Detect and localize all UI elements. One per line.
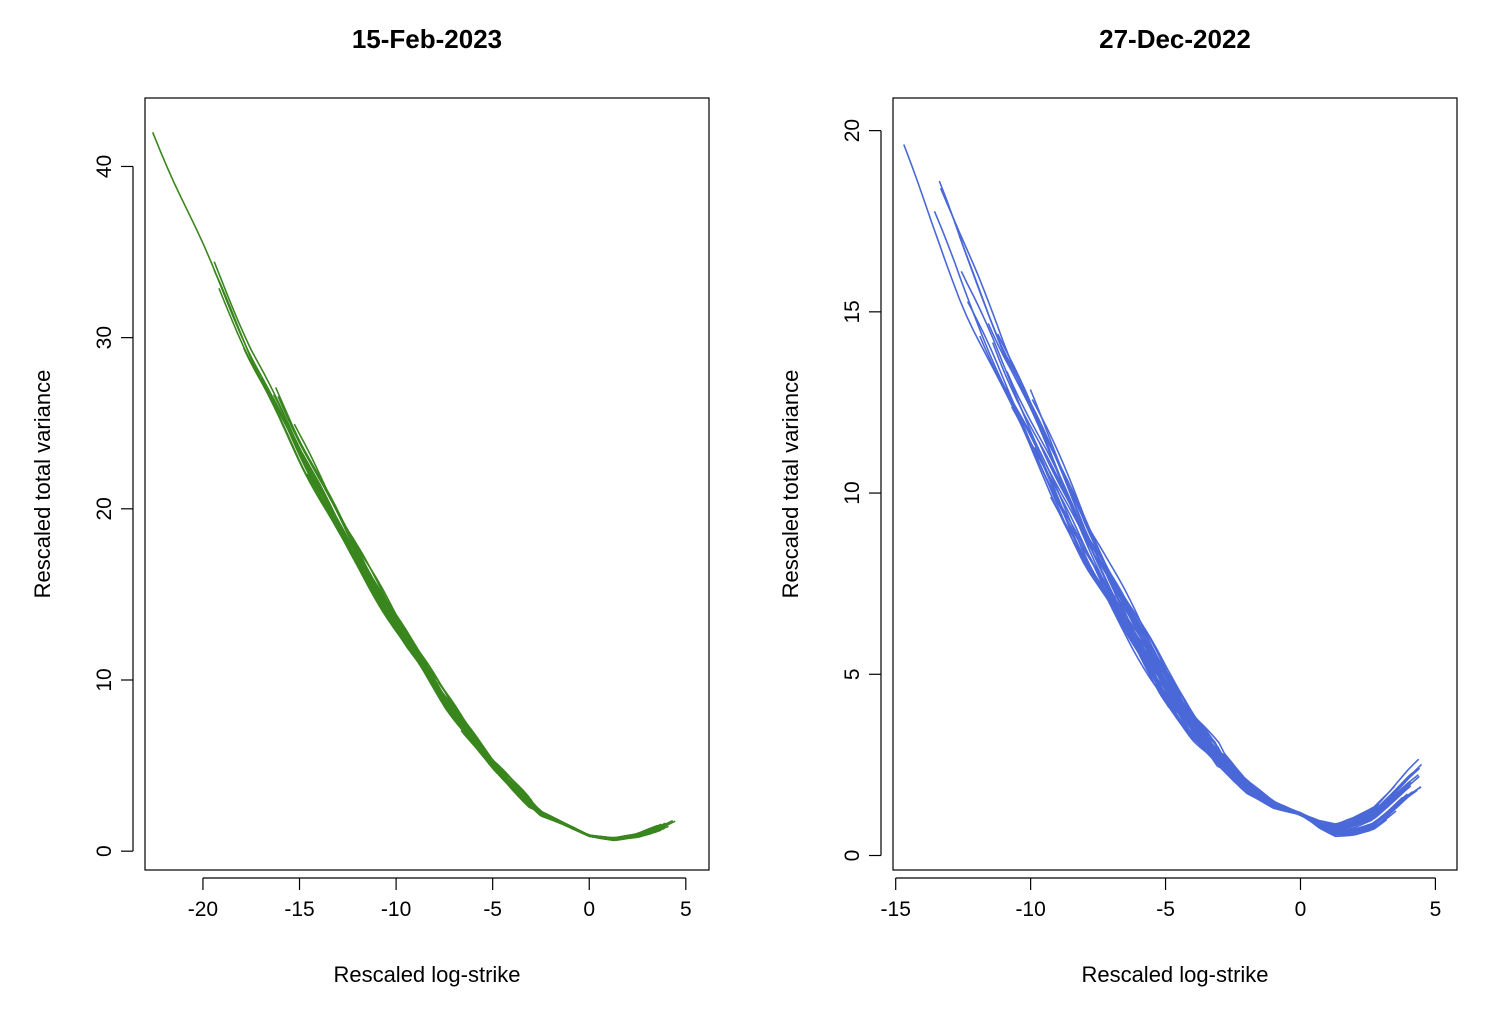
plot-frame bbox=[892, 97, 1458, 871]
series-line bbox=[403, 640, 653, 841]
series-line bbox=[491, 761, 662, 840]
series-line bbox=[218, 288, 649, 841]
series-line bbox=[353, 551, 676, 840]
x-axis-label: Rescaled log-strike bbox=[333, 962, 520, 987]
y-axis-label: Rescaled total variance bbox=[778, 370, 803, 599]
series-line bbox=[1107, 598, 1390, 835]
x-tick-label: -10 bbox=[381, 898, 411, 921]
series-line bbox=[473, 744, 643, 842]
y-tick-label: 10 bbox=[841, 481, 864, 504]
series-line bbox=[277, 395, 648, 839]
x-tick-label: 0 bbox=[583, 898, 595, 921]
x-tick-label: -20 bbox=[188, 898, 218, 921]
y-tick-label: 0 bbox=[841, 850, 864, 862]
series-line bbox=[460, 729, 653, 842]
series-lines bbox=[151, 131, 676, 842]
series-line bbox=[314, 480, 650, 840]
chart-panel-feb-2023: 15-Feb-2023 Rescaled log-strike Rescaled… bbox=[30, 24, 710, 987]
chart-title: 27-Dec-2022 bbox=[1099, 24, 1251, 54]
series-line bbox=[260, 377, 646, 841]
y-tick-label: 40 bbox=[93, 155, 116, 178]
y-tick-label: 15 bbox=[841, 300, 864, 323]
series-line bbox=[271, 396, 665, 841]
series-line bbox=[1033, 446, 1391, 834]
x-axis-label: Rescaled log-strike bbox=[1081, 962, 1268, 987]
chart-panel-dec-2022: 27-Dec-2022 Rescaled log-strike Rescaled… bbox=[778, 24, 1458, 987]
series-line bbox=[304, 458, 645, 840]
series-line bbox=[301, 452, 658, 840]
series-line bbox=[448, 707, 644, 840]
series-line bbox=[1049, 496, 1397, 837]
series-line bbox=[242, 347, 662, 841]
series-line bbox=[490, 764, 665, 840]
series-line bbox=[1018, 414, 1422, 835]
y-tick-label: 10 bbox=[93, 668, 116, 691]
series-line bbox=[1049, 464, 1407, 832]
series-line bbox=[1070, 488, 1376, 826]
series-line bbox=[274, 387, 656, 839]
plot-frame bbox=[144, 97, 710, 871]
y-axis: 0 5 10 15 20 bbox=[841, 119, 882, 862]
series-line bbox=[403, 629, 651, 839]
series-line bbox=[1164, 697, 1388, 835]
series-line bbox=[357, 558, 674, 840]
chart-title: 15-Feb-2023 bbox=[352, 24, 502, 54]
series-line bbox=[213, 269, 651, 841]
series-line bbox=[1006, 371, 1412, 830]
x-tick-label: 0 bbox=[1295, 898, 1307, 921]
y-tick-label: 5 bbox=[841, 668, 864, 680]
series-line bbox=[272, 394, 670, 841]
y-tick-label: 30 bbox=[93, 326, 116, 349]
y-axis: 0 10 20 30 40 bbox=[93, 155, 134, 857]
x-axis: -20 -15 -10 -5 0 5 bbox=[188, 877, 692, 921]
x-tick-label: 5 bbox=[1430, 898, 1442, 921]
series-line bbox=[306, 473, 669, 841]
series-line bbox=[323, 505, 666, 841]
x-tick-label: -15 bbox=[284, 898, 314, 921]
series-line bbox=[1073, 496, 1378, 829]
series-line bbox=[991, 342, 1412, 831]
series-line bbox=[302, 448, 666, 839]
x-tick-label: -15 bbox=[881, 898, 911, 921]
series-line bbox=[459, 716, 666, 839]
x-tick-label: -5 bbox=[1156, 898, 1175, 921]
series-line bbox=[987, 323, 1382, 828]
series-line bbox=[960, 270, 1397, 832]
series-line bbox=[298, 439, 660, 840]
series-line bbox=[903, 144, 1392, 836]
x-tick-label: -10 bbox=[1015, 898, 1045, 921]
series-line bbox=[293, 423, 658, 839]
series-line bbox=[933, 210, 1405, 833]
series-line bbox=[151, 131, 664, 841]
series-line bbox=[939, 187, 1380, 828]
series-line bbox=[1114, 594, 1420, 830]
series-lines bbox=[903, 144, 1423, 838]
series-line bbox=[1132, 629, 1386, 832]
series-line bbox=[996, 333, 1379, 827]
y-tick-label: 20 bbox=[841, 119, 864, 142]
y-axis-label: Rescaled total variance bbox=[30, 370, 55, 599]
series-line bbox=[958, 235, 1378, 828]
x-tick-label: -5 bbox=[483, 898, 502, 921]
y-tick-label: 20 bbox=[93, 497, 116, 520]
series-line bbox=[213, 261, 650, 840]
series-line bbox=[938, 180, 1423, 827]
series-line bbox=[367, 575, 657, 840]
series-line bbox=[349, 541, 647, 840]
x-tick-label: 5 bbox=[680, 898, 692, 921]
series-line bbox=[1140, 635, 1414, 829]
x-axis: -15 -10 -5 0 5 bbox=[881, 877, 1442, 921]
series-line bbox=[1005, 388, 1414, 834]
series-line bbox=[966, 301, 1376, 835]
series-line bbox=[1011, 406, 1372, 835]
series-line bbox=[323, 487, 656, 840]
series-line bbox=[1107, 588, 1408, 834]
y-tick-label: 0 bbox=[93, 845, 116, 857]
series-line bbox=[1038, 442, 1394, 831]
